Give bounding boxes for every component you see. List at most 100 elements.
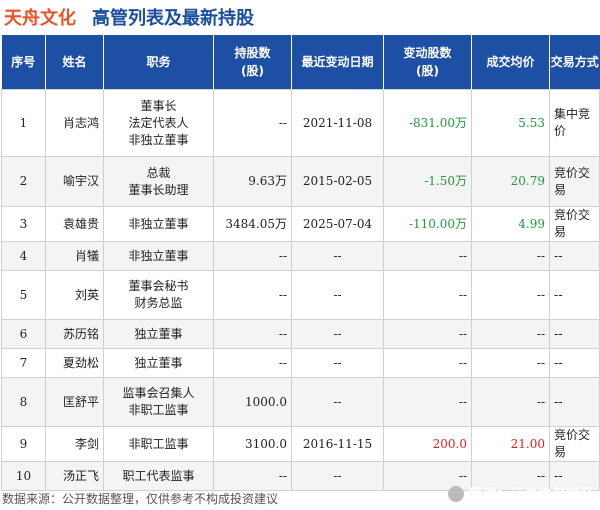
cell-role: 董事会秘书 财务总监 xyxy=(103,270,214,320)
cell-price: -- xyxy=(471,270,550,320)
cell-role: 独立董事 xyxy=(103,348,214,378)
cell-mode: 竞价交易 xyxy=(549,156,600,207)
cell-role: 非职工监事 xyxy=(103,426,214,462)
cell-role: 职工代表监事 xyxy=(103,461,214,491)
cell-mode: -- xyxy=(549,377,600,427)
cell-date: -- xyxy=(291,270,384,320)
cell-shares: -- xyxy=(213,319,292,349)
table-row: 10 汤正飞 职工代表监事 -- -- -- -- -- xyxy=(1,461,600,491)
cell-price: 5.53 xyxy=(471,89,550,157)
cell-price: 4.99 xyxy=(471,206,550,242)
cell-date: -- xyxy=(291,348,384,378)
col-header: 交易方式 xyxy=(549,35,600,90)
cell-mode: -- xyxy=(549,241,600,271)
col-header: 姓名 xyxy=(45,35,104,90)
cell-name: 夏劲松 xyxy=(45,348,104,378)
cell-date: -- xyxy=(291,461,384,491)
col-header: 最近变动日期 xyxy=(291,35,384,90)
page-title: 高管列表及最新持股 xyxy=(92,8,254,29)
snowball-icon xyxy=(448,486,464,502)
cell-price: 20.79 xyxy=(471,156,550,207)
cell-date: -- xyxy=(291,319,384,349)
cell-date: 2025-07-04 xyxy=(291,206,384,242)
cell-price: -- xyxy=(471,461,550,491)
table-row: 4 肖犠 非独立董事 -- -- -- -- -- xyxy=(1,241,600,271)
table-header: 序号 姓名 职务 持股数 (股) 最近变动日期 变动股数 (股) 成交均价 交易方式 xyxy=(1,35,600,90)
cell-name: 肖犠 xyxy=(45,241,104,271)
cell-role: 非独立董事 xyxy=(103,206,214,242)
cell-change: -- xyxy=(383,241,472,271)
table-row: 7 夏劲松 独立董事 -- -- -- -- -- xyxy=(1,348,600,378)
cell-shares: 9.63万 xyxy=(213,156,292,207)
brand-logo: 雪球：证券之星财经 xyxy=(448,484,594,504)
cell-mode: 竞价交易 xyxy=(549,426,600,462)
cell-change: -831.00万 xyxy=(383,89,472,157)
cell-change: -1.50万 xyxy=(383,156,472,207)
cell-change: -- xyxy=(383,348,472,378)
cell-change: -- xyxy=(383,319,472,349)
executive-table: 序号 姓名 职务 持股数 (股) 最近变动日期 变动股数 (股) 成交均价 交易方式… xyxy=(1,35,600,491)
cell-name: 袁雄贵 xyxy=(45,206,104,242)
cell-role: 监事会召集人 非职工监事 xyxy=(103,377,214,427)
table-row: 3 袁雄贵 非独立董事 3484.05万 2025-07-04 -110.00万 4.99 竞… xyxy=(1,206,600,242)
cell-no: 5 xyxy=(1,270,46,320)
cell-name: 李剑 xyxy=(45,426,104,462)
cell-shares: -- xyxy=(213,270,292,320)
col-header: 职务 xyxy=(103,35,214,90)
cell-price: 21.00 xyxy=(471,426,550,462)
cell-no: 7 xyxy=(1,348,46,378)
cell-shares: -- xyxy=(213,461,292,491)
cell-price: -- xyxy=(471,319,550,349)
cell-name: 刘英 xyxy=(45,270,104,320)
table-row: 5 刘英 董事会秘书 财务总监 -- -- -- -- -- xyxy=(1,270,600,320)
cell-change: -- xyxy=(383,270,472,320)
cell-role: 独立董事 xyxy=(103,319,214,349)
cell-mode: -- xyxy=(549,348,600,378)
cell-change: 200.0 xyxy=(383,426,472,462)
cell-no: 1 xyxy=(1,89,46,157)
cell-shares: -- xyxy=(213,348,292,378)
cell-no: 9 xyxy=(1,426,46,462)
data-source-note: 数据来源：公开数据整理，仅供参考不构成投资建议 xyxy=(2,492,279,506)
cell-price: -- xyxy=(471,348,550,378)
cell-shares: 3100.0 xyxy=(213,426,292,462)
cell-mode: 竞价交易 xyxy=(549,206,600,242)
col-header: 变动股数 (股) xyxy=(383,35,472,90)
col-header: 成交均价 xyxy=(471,35,550,90)
cell-role: 总裁 董事长助理 xyxy=(103,156,214,207)
cell-mode: -- xyxy=(549,319,600,349)
cell-date: 2016-11-15 xyxy=(291,426,384,462)
col-header: 持股数 (股) xyxy=(213,35,292,90)
cell-no: 6 xyxy=(1,319,46,349)
cell-shares: 3484.05万 xyxy=(213,206,292,242)
cell-mode: -- xyxy=(549,270,600,320)
cell-name: 汤正飞 xyxy=(45,461,104,491)
cell-change: -110.00万 xyxy=(383,206,472,242)
cell-change: -- xyxy=(383,377,472,427)
cell-name: 匡舒平 xyxy=(45,377,104,427)
cell-no: 8 xyxy=(1,377,46,427)
title-bar: 天舟文化 高管列表及最新持股 xyxy=(0,0,600,36)
cell-date: 2015-02-05 xyxy=(291,156,384,207)
cell-shares: -- xyxy=(213,89,292,157)
col-header: 序号 xyxy=(1,35,46,90)
cell-role: 董事长 法定代表人 非独立董事 xyxy=(103,89,214,157)
table-row: 6 苏历铭 独立董事 -- -- -- -- -- xyxy=(1,319,600,349)
cell-name: 喻宇汉 xyxy=(45,156,104,207)
cell-no: 2 xyxy=(1,156,46,207)
cell-date: -- xyxy=(291,377,384,427)
cell-mode: 集中竞价 xyxy=(549,89,600,157)
cell-shares: 1000.0 xyxy=(213,377,292,427)
brand-label: 雪球：证券之星财经 xyxy=(468,487,594,503)
cell-name: 肖志鸿 xyxy=(45,89,104,157)
cell-no: 3 xyxy=(1,206,46,242)
cell-no: 4 xyxy=(1,241,46,271)
cell-shares: -- xyxy=(213,241,292,271)
cell-role: 非独立董事 xyxy=(103,241,214,271)
company-name: 天舟文化 xyxy=(4,8,76,29)
cell-mode: -- xyxy=(549,461,600,491)
cell-price: -- xyxy=(471,241,550,271)
table-row: 9 李剑 非职工监事 3100.0 2016-11-15 200.0 21.00 竞价交易 xyxy=(1,426,600,462)
cell-no: 10 xyxy=(1,461,46,491)
cell-name: 苏历铭 xyxy=(45,319,104,349)
